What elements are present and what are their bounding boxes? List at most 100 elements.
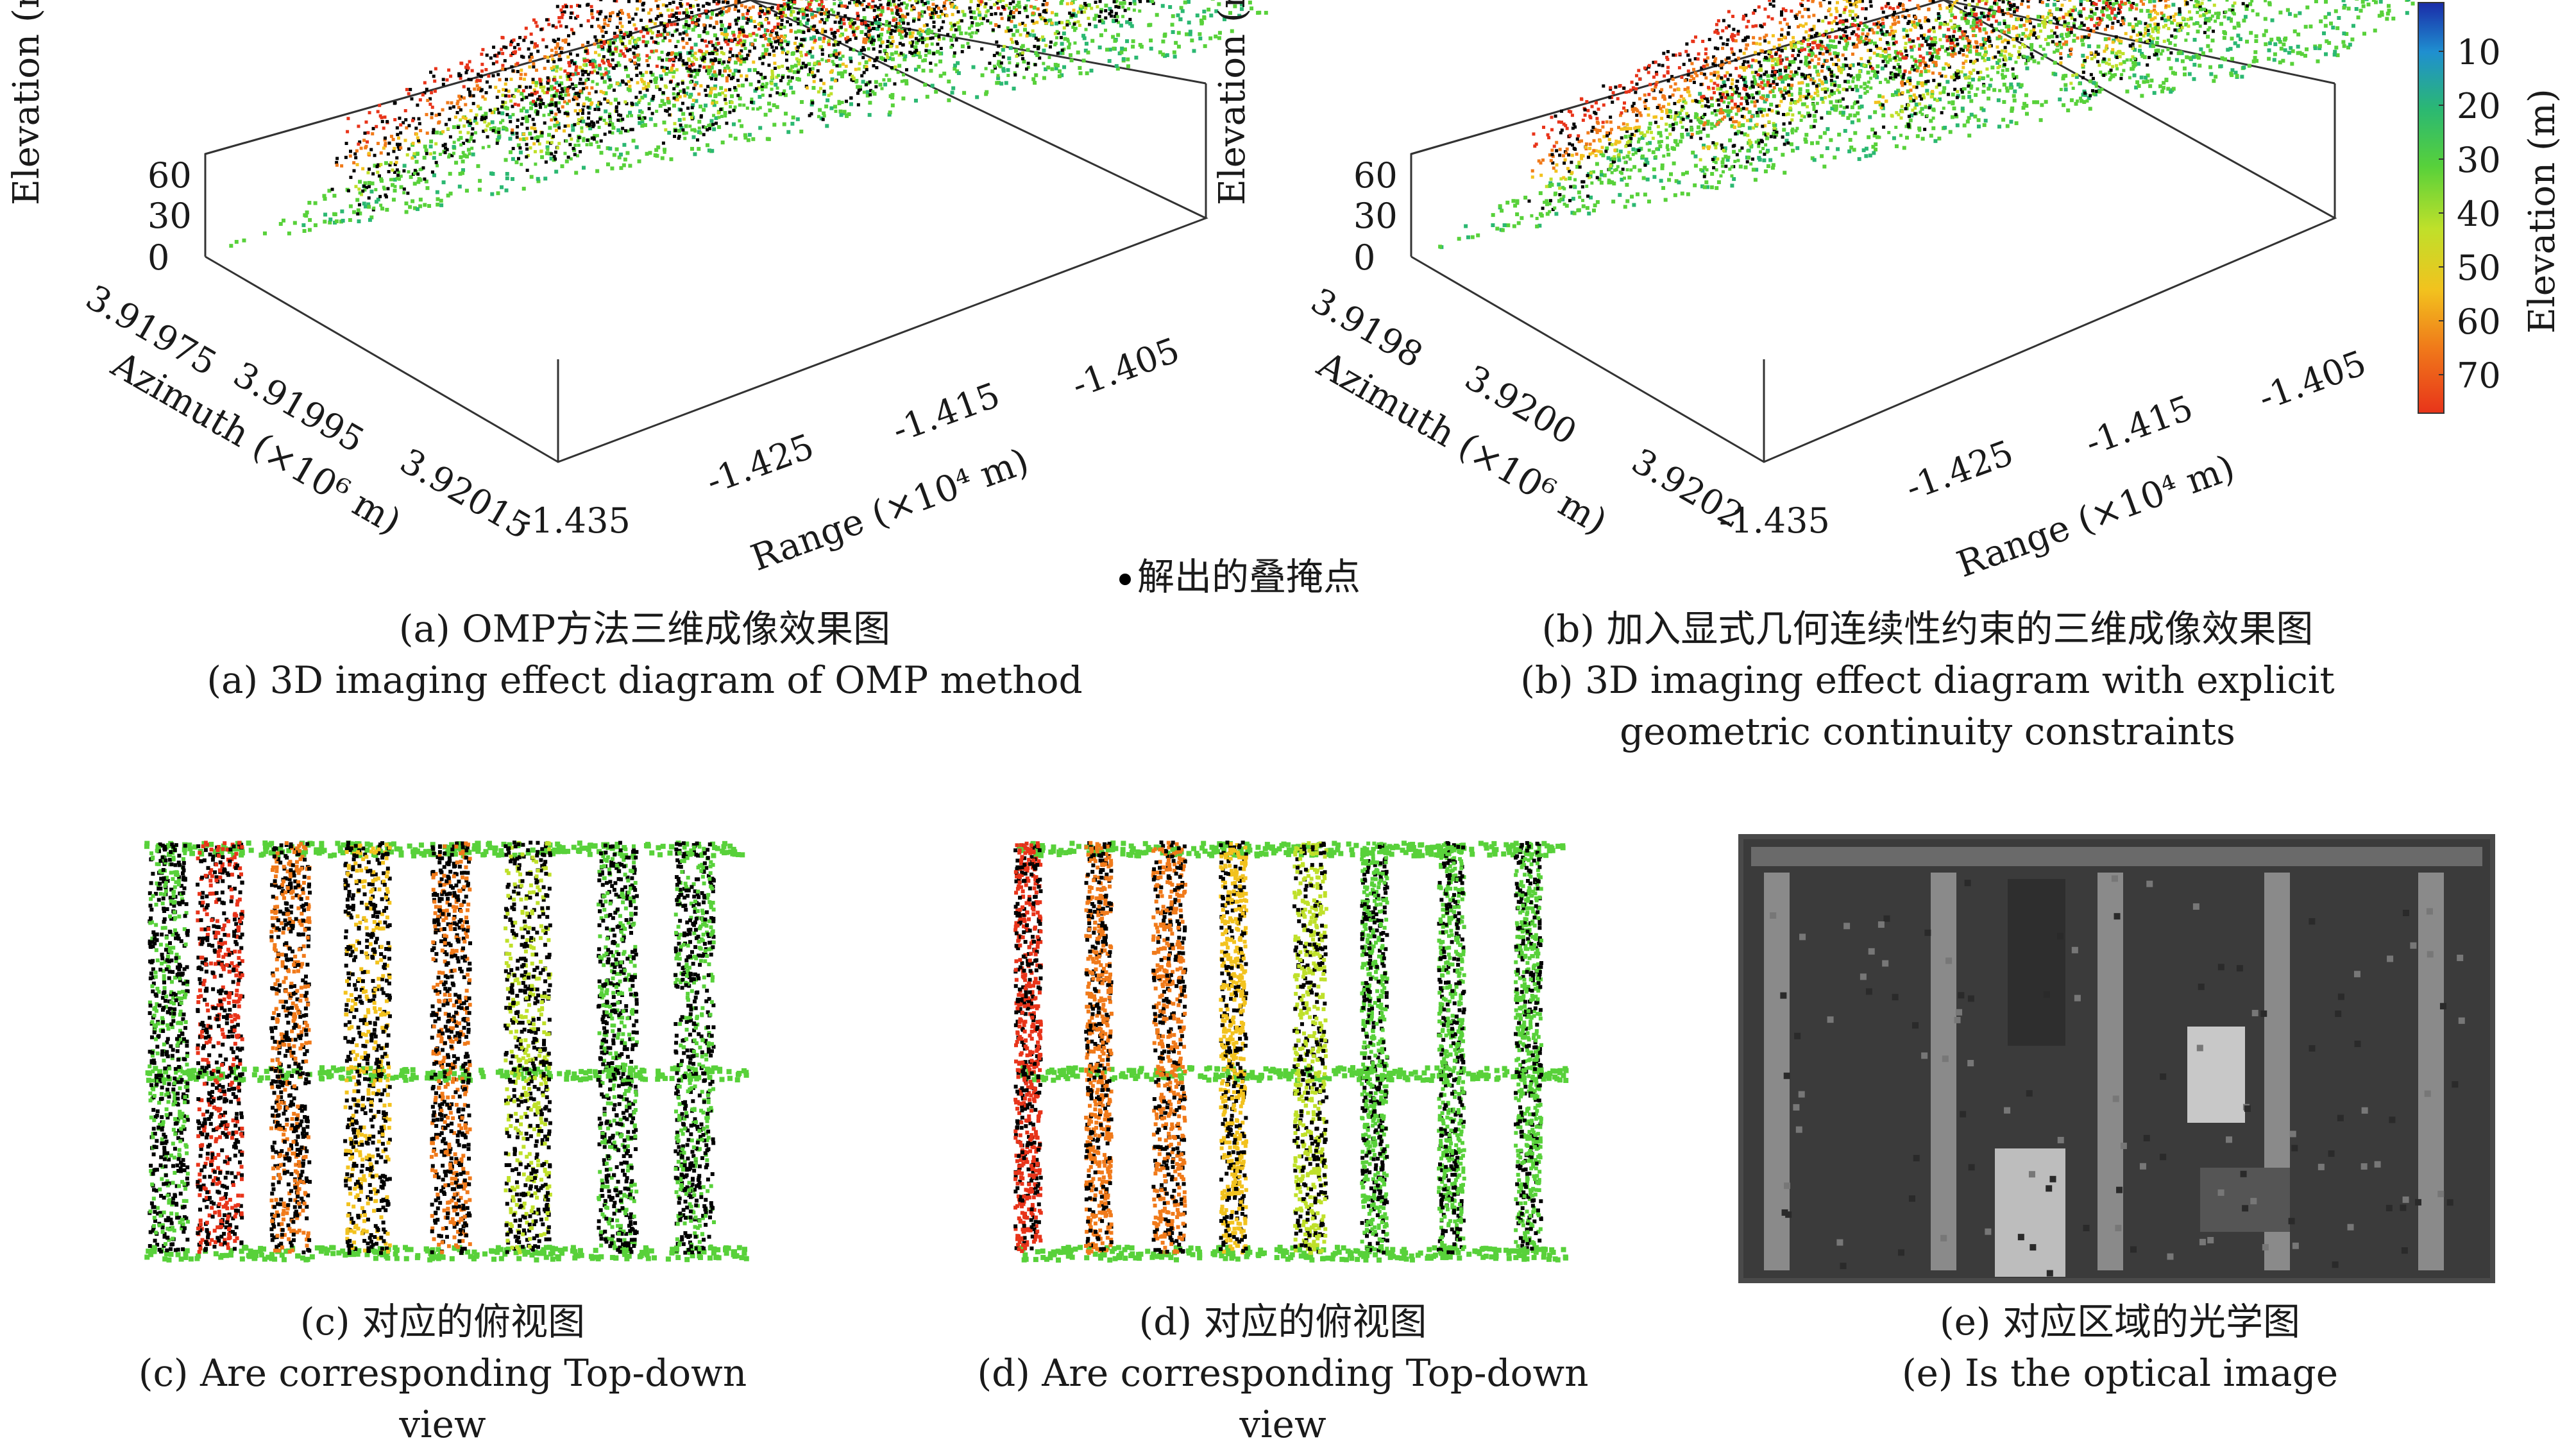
point xyxy=(615,105,618,108)
point xyxy=(462,116,465,119)
point xyxy=(649,71,652,74)
point xyxy=(554,101,557,105)
ground-point xyxy=(367,205,371,209)
ground-point xyxy=(795,77,799,81)
point xyxy=(600,45,604,48)
point xyxy=(529,59,532,62)
point xyxy=(737,35,740,38)
ground-point xyxy=(988,0,992,1)
point xyxy=(989,21,992,24)
point xyxy=(902,79,906,82)
point xyxy=(755,33,758,37)
point xyxy=(457,138,460,141)
ground-point xyxy=(729,134,733,138)
point xyxy=(364,121,368,124)
point xyxy=(985,2,988,5)
point xyxy=(471,133,474,136)
point xyxy=(673,135,676,138)
point xyxy=(974,31,978,35)
point xyxy=(494,86,497,89)
point xyxy=(953,24,956,27)
point xyxy=(849,25,852,28)
ground-point xyxy=(984,92,988,96)
point xyxy=(850,0,853,1)
point xyxy=(648,107,651,110)
point xyxy=(574,109,577,112)
ground-point xyxy=(628,164,632,167)
ground-point xyxy=(505,172,509,176)
point xyxy=(393,118,396,121)
ground-point xyxy=(724,28,727,31)
point xyxy=(639,71,642,74)
point xyxy=(555,26,558,29)
point xyxy=(530,56,534,59)
point xyxy=(502,88,505,91)
point xyxy=(429,71,432,74)
point xyxy=(835,53,838,56)
ground-point xyxy=(1198,37,1202,40)
ground-point xyxy=(1189,30,1192,33)
point xyxy=(761,44,765,47)
point xyxy=(759,72,763,76)
point xyxy=(331,188,334,191)
ground-point xyxy=(1108,59,1112,63)
point xyxy=(908,28,911,31)
point xyxy=(627,35,630,38)
ground-point xyxy=(792,90,795,94)
ground-point xyxy=(1177,31,1181,35)
point xyxy=(564,112,567,115)
point xyxy=(849,60,852,63)
point xyxy=(602,55,606,58)
point xyxy=(391,169,394,172)
point xyxy=(753,20,756,23)
point xyxy=(633,56,636,59)
point xyxy=(679,95,682,98)
point xyxy=(713,71,716,74)
ground-point xyxy=(704,103,708,107)
point xyxy=(842,18,845,21)
point xyxy=(520,69,523,72)
point xyxy=(831,31,834,35)
point xyxy=(376,171,379,174)
point xyxy=(821,48,824,51)
point xyxy=(852,77,856,80)
point xyxy=(742,43,745,46)
point xyxy=(577,139,580,142)
point xyxy=(740,74,743,78)
point xyxy=(682,117,686,121)
point xyxy=(772,37,775,40)
point xyxy=(380,151,383,155)
point xyxy=(729,105,732,108)
point xyxy=(387,170,391,173)
point xyxy=(752,60,755,64)
point xyxy=(552,24,555,28)
ground-point xyxy=(478,188,482,192)
point xyxy=(763,34,766,37)
point xyxy=(479,79,482,82)
point xyxy=(854,37,858,40)
point xyxy=(621,12,624,15)
point xyxy=(852,31,855,34)
point xyxy=(487,123,491,126)
point xyxy=(586,143,589,146)
ground-point xyxy=(691,28,695,31)
point xyxy=(709,58,713,62)
point xyxy=(472,139,475,142)
point xyxy=(380,116,383,119)
ground-point xyxy=(990,69,994,73)
ground-point xyxy=(1168,5,1172,9)
point xyxy=(944,7,947,10)
ground-point xyxy=(963,13,967,17)
point xyxy=(835,64,838,67)
point xyxy=(656,65,659,68)
point xyxy=(709,17,713,20)
point xyxy=(674,45,677,48)
point xyxy=(833,35,836,38)
ground-point xyxy=(511,177,514,181)
point xyxy=(372,127,375,130)
point xyxy=(387,142,391,145)
point xyxy=(584,78,588,81)
point xyxy=(502,46,505,49)
ground-point xyxy=(303,229,307,233)
point xyxy=(550,152,553,155)
